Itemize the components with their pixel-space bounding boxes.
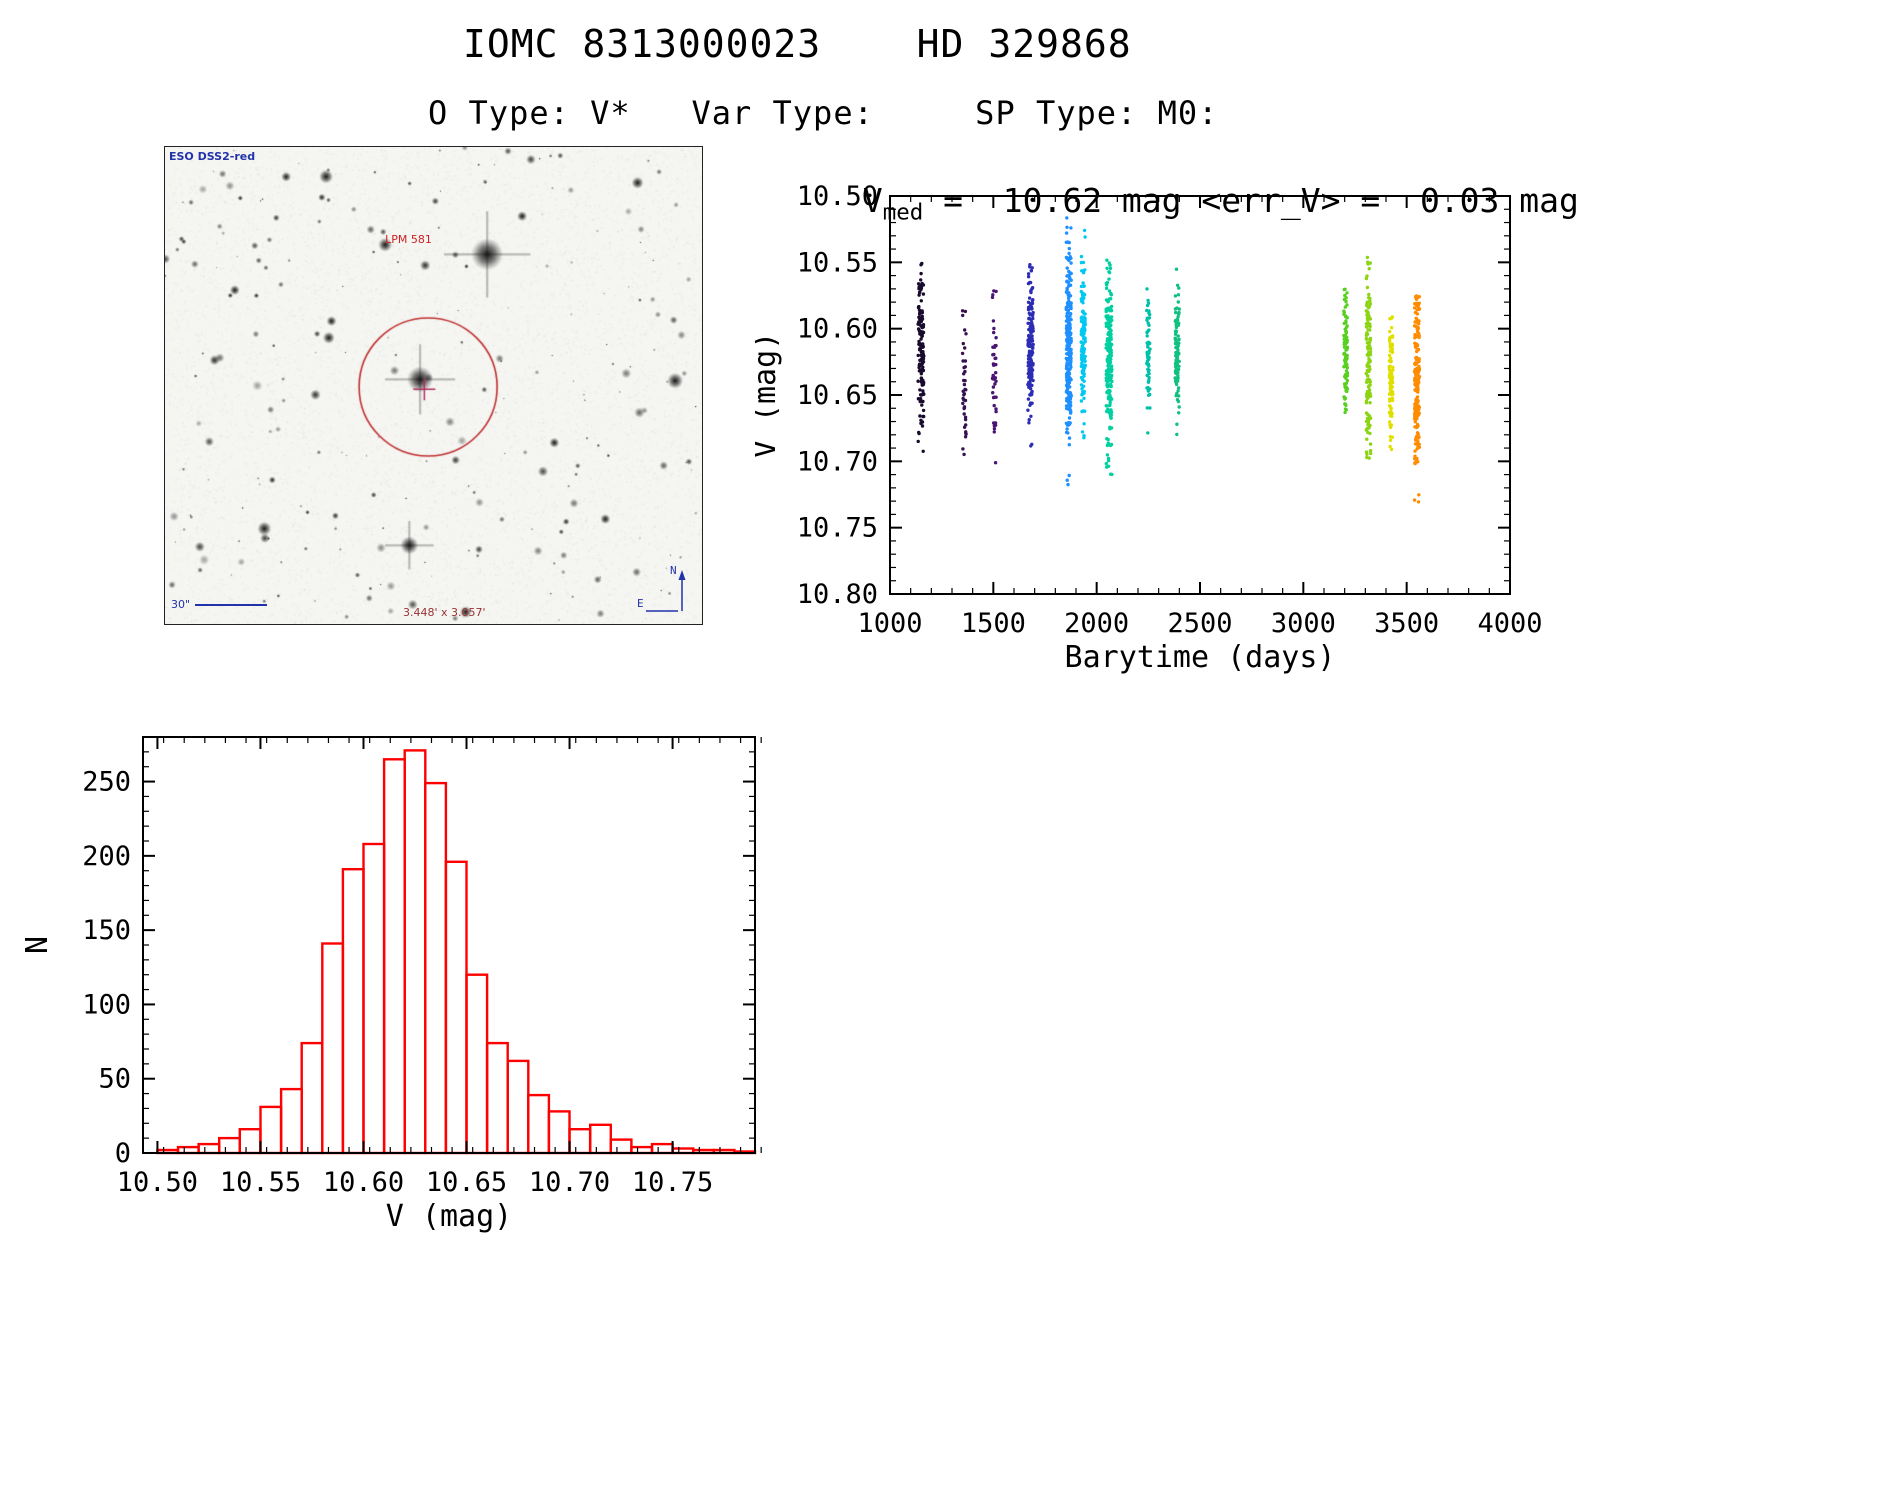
compass-north-label: N bbox=[670, 564, 677, 577]
lightcurve-x-tick-label: 1500 bbox=[961, 608, 1026, 639]
lightcurve-x-tick-label: 2000 bbox=[1064, 608, 1129, 639]
histogram-x-tick-label: 10.60 bbox=[323, 1167, 404, 1198]
histogram-y-tick-label: 0 bbox=[115, 1138, 131, 1169]
compass-icon: N E bbox=[637, 564, 686, 612]
scale-bar-line bbox=[195, 603, 268, 606]
scale-bar: 30" bbox=[171, 598, 268, 611]
lightcurve-chart: 1000 1500 2000 2500 3000 3500 4000 10.50 10.55 10… bbox=[755, 181, 1543, 675]
histogram-x-tick-label: 10.65 bbox=[426, 1167, 507, 1198]
star-field-panel: ESO DSS2-red LPM 581 30" 3.448' x 3.057'… bbox=[164, 146, 703, 625]
target-name-label: LPM 581 bbox=[385, 232, 432, 246]
histogram-x-tick-label: 10.70 bbox=[529, 1167, 610, 1198]
histogram-y-tick-label: 150 bbox=[82, 915, 131, 946]
lightcurve-xlabel: Barytime (days) bbox=[1065, 640, 1336, 675]
lightcurve-x-tick-label: 2500 bbox=[1167, 608, 1232, 639]
lightcurve-x-tick-label: 1000 bbox=[857, 608, 922, 639]
histogram-y-tick-label: 100 bbox=[82, 989, 131, 1020]
lightcurve-major-ticks bbox=[889, 195, 1511, 595]
histogram-plot-frame bbox=[142, 736, 756, 1154]
compass-north-arrowhead bbox=[678, 570, 686, 580]
lightcurve-x-tick-label: 3500 bbox=[1374, 608, 1439, 639]
histogram-x-tick-label: 10.75 bbox=[632, 1167, 713, 1198]
lightcurve-minor-ticks bbox=[889, 195, 1511, 595]
lightcurve-ylabel: V (mag) bbox=[755, 332, 783, 458]
histogram-bars bbox=[156, 749, 757, 1155]
histogram-major-ticks bbox=[143, 737, 755, 1154]
histogram-x-tick-label: 10.50 bbox=[117, 1167, 198, 1198]
lightcurve-points bbox=[916, 216, 1422, 504]
scale-bar-label: 30" bbox=[171, 598, 191, 611]
histogram-y-tick-label: 250 bbox=[82, 767, 131, 798]
star-field-image bbox=[165, 147, 702, 624]
histogram-y-tick-label: 200 bbox=[82, 841, 131, 872]
lightcurve-x-tick-label: 3000 bbox=[1271, 608, 1336, 639]
lightcurve-y-tick-label: 10.55 bbox=[797, 247, 878, 278]
lightcurve-y-tick-label: 10.80 bbox=[797, 579, 878, 610]
lightcurve-x-tick-label: 4000 bbox=[1477, 608, 1542, 639]
histogram-ylabel: N bbox=[25, 936, 55, 954]
lightcurve-title-rest: = 10.62 mag <err_V> = 0.03 mag bbox=[923, 181, 1579, 220]
lightcurve-plot-frame bbox=[889, 195, 1511, 595]
histogram-x-tick-label: 10.55 bbox=[220, 1167, 301, 1198]
histogram-xlabel: V (mag) bbox=[386, 1199, 512, 1234]
survey-label: ESO DSS2-red bbox=[169, 150, 256, 163]
lightcurve-y-tick-label: 10.70 bbox=[797, 446, 878, 477]
lightcurve-y-tick-label: 10.50 bbox=[797, 181, 878, 212]
lightcurve-title-prefix: V bbox=[862, 181, 883, 220]
page-subtitle: O Type: V* Var Type: SP Type: M0: bbox=[428, 94, 1219, 132]
lightcurve-y-tick-label: 10.65 bbox=[797, 380, 878, 411]
page-title: IOMC 8313000023 HD 329868 bbox=[463, 22, 1132, 66]
histogram-chart: 10.50 10.55 10.60 10.65 10.70 10.75 0 50 100 150 2… bbox=[25, 736, 762, 1234]
lightcurve-y-tick-label: 10.75 bbox=[797, 513, 878, 544]
compass-east-label: E bbox=[637, 597, 644, 610]
lightcurve-y-tick-label: 10.60 bbox=[797, 314, 878, 345]
histogram-minor-ticks bbox=[142, 736, 762, 1154]
lightcurve-title: Vmed = 10.62 mag <err_V> = 0.03 mag bbox=[801, 142, 1601, 226]
histogram-y-tick-label: 50 bbox=[98, 1064, 131, 1095]
fov-label: 3.448' x 3.057' bbox=[402, 606, 486, 619]
